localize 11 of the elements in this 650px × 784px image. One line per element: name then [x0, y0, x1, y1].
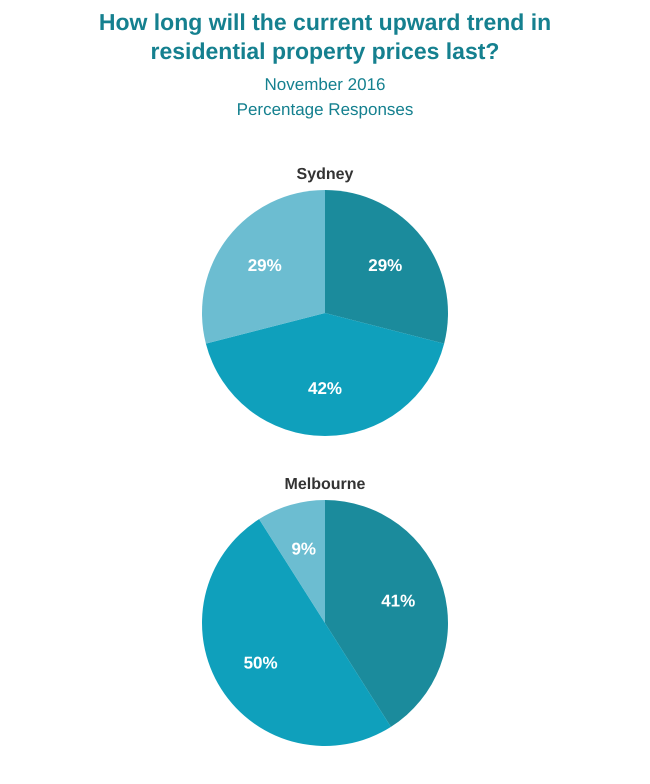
chart-title: Melbourne: [284, 476, 366, 494]
data-label: 42%: [308, 378, 342, 398]
data-label: 50%: [244, 654, 278, 673]
data-label: 41%: [381, 591, 416, 610]
text: How long will the current upward trend in residential property prices last?: [98, 8, 552, 66]
data-label: 9%: [291, 539, 316, 558]
data-label: 29%: [368, 256, 402, 275]
chart-title: Sydney: [296, 166, 354, 184]
text: November 2016: [264, 74, 386, 96]
data-label: 29%: [248, 256, 282, 275]
text: Percentage Responses: [236, 99, 414, 121]
